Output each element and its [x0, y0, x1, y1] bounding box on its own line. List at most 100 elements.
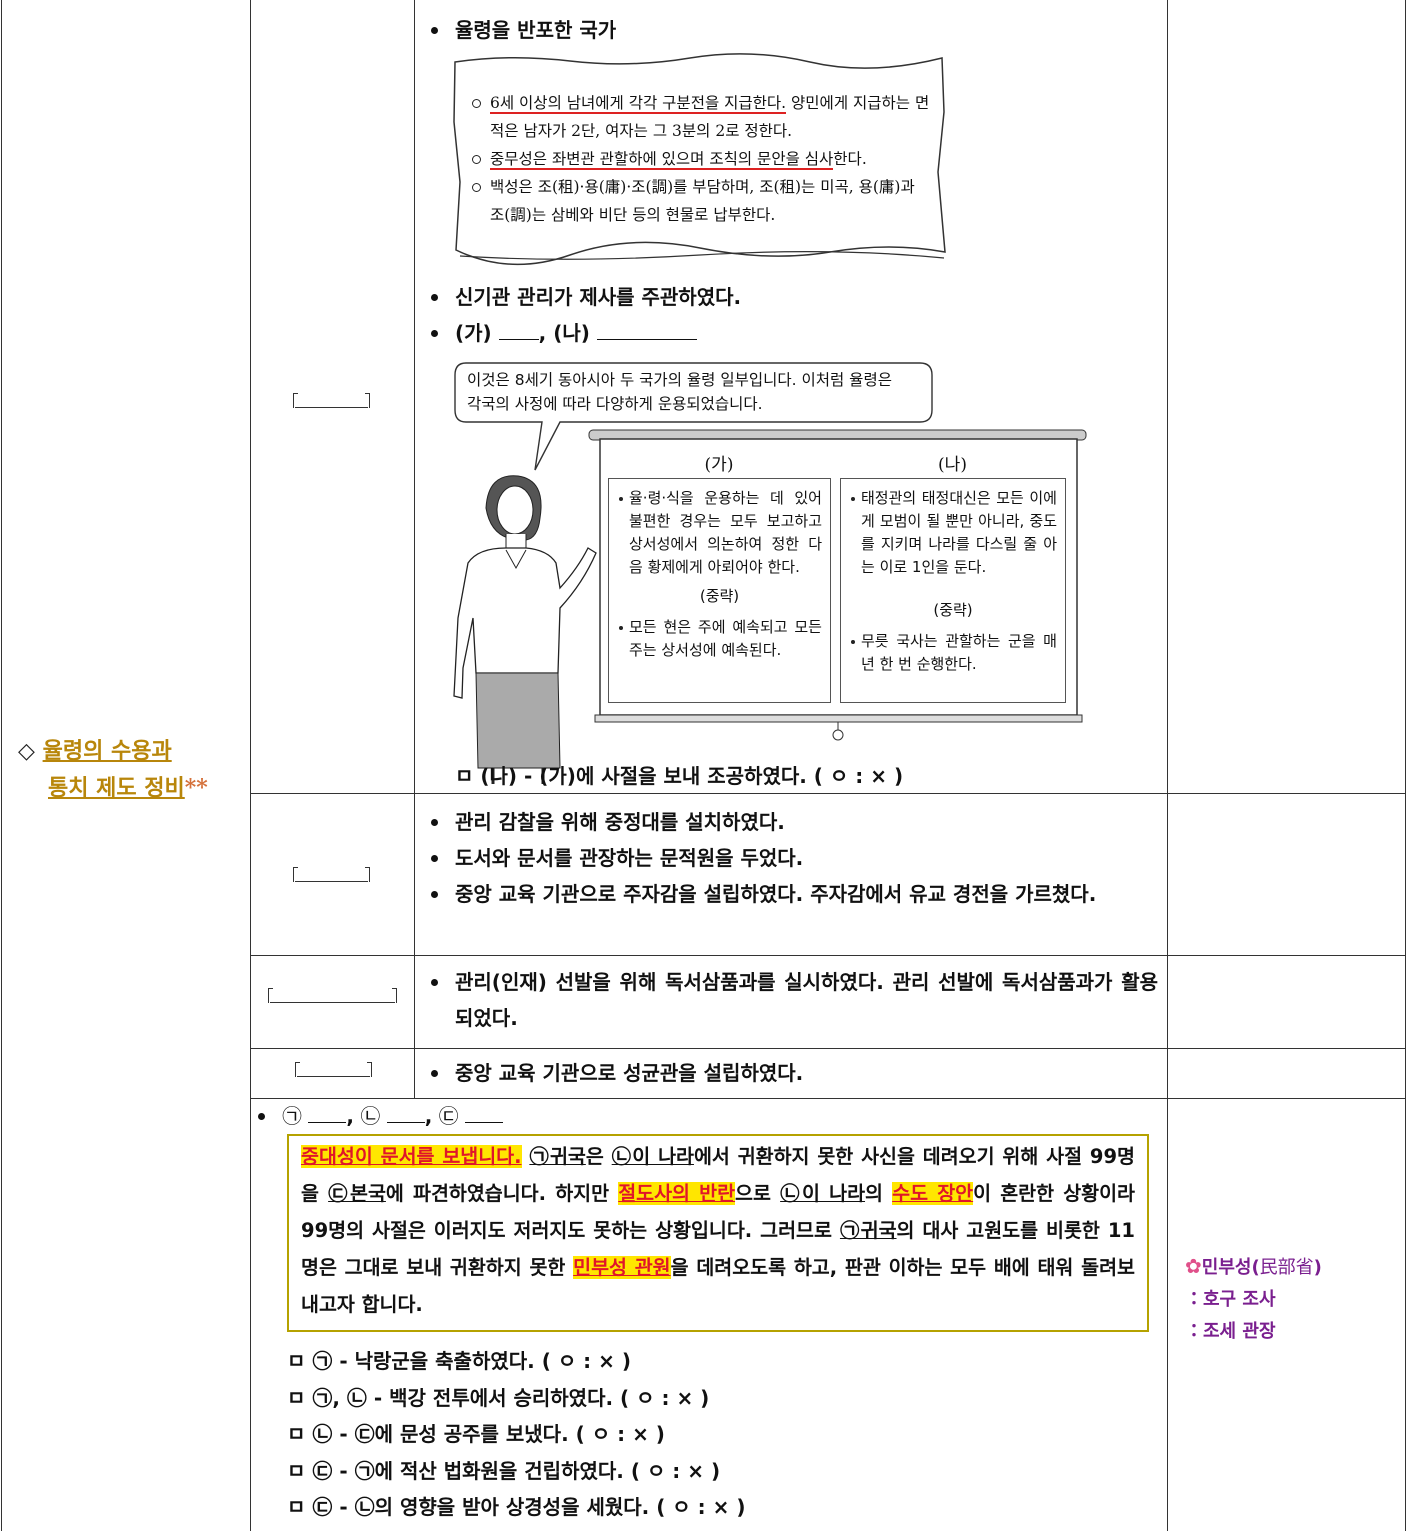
blank [386, 1108, 425, 1123]
board-item: 모든 현은 주에 예속되고 모든 주는 상서성에 예속된다. [617, 616, 822, 662]
torn-paper [453, 53, 946, 266]
mark: ㉡ [360, 1104, 381, 1128]
border [1, 0, 2, 1531]
letter-segment: ㉠귀국 [839, 1219, 897, 1242]
bullet-row: 중앙 교육 기관으로 성균관을 설립하였다. [430, 1055, 1158, 1091]
segment: 백성은 조(租)·용(庸)·조(調)를 부담하며, 조(租)는 미곡, 용(庸)… [490, 178, 915, 224]
board-heading: (가) [704, 455, 734, 475]
check-item: ㅁ ㉢ - ㉡의 영향을 받아 상경성을 세웠다. ( ㅇ : × ) [287, 1495, 746, 1519]
letter-segment: ㉠귀국 [529, 1145, 586, 1168]
title-line: 통치 제도 정비 [48, 775, 185, 801]
bullet-row: 관리 감찰을 위해 중정대를 설치하였다. [430, 804, 1158, 840]
bullet [431, 819, 438, 826]
board-heading: (나) [938, 455, 967, 475]
letter-segment: 의 [865, 1182, 893, 1205]
bullet-text: 중앙 교육 기관으로 주자감을 설립하였다. 주자감에서 유교 경전을 가르쳤다… [455, 882, 1097, 906]
label: (나) [553, 321, 590, 345]
note: ✿민부성(民部省) ：호구 조사 ：조세 관장 [1185, 1250, 1322, 1348]
bullet [431, 330, 438, 337]
board-item: 율·령·식을 운용하는 데 있어 불편한 경우는 모두 보고하고 상서성에서 의… [617, 487, 822, 579]
segment: 중무성은 좌변관 관할하에 있으며 조칙의 문안을 심사 [490, 150, 834, 170]
letter-segment: 으로 [735, 1182, 781, 1205]
letter-segment: 은 [585, 1145, 612, 1168]
bullet-text: 관리 감찰을 위해 중정대를 설치하였다. [455, 810, 785, 834]
document-item: 백성은 조(租)·용(庸)·조(調)를 부담하며, 조(租)는 미곡, 용(庸)… [470, 173, 930, 229]
letter-segment: 을 데려오도록 하고, 판관 이하는 모두 배에 태워 돌려보내고자 합니다. [301, 1256, 1135, 1316]
letter-segment: ㉡이 나라 [611, 1145, 694, 1168]
board-panel: 율·령·식을 운용하는 데 있어 불편한 경우는 모두 보고하고 상서성에서 의… [608, 478, 831, 703]
check-item: ㅁ ㉢ - ㉠에 적산 법화원을 건립하였다. ( ㅇ : × ) [287, 1458, 721, 1483]
section-title: ◇ 율령의 수용과 통치 제도 정비** [18, 733, 208, 806]
answer-blank [293, 867, 370, 882]
check-item: ㅁ ㉠, ㉡ - 백강 전투에서 승리하였다. ( ㅇ : × ) [287, 1385, 710, 1410]
border [250, 1098, 1406, 1099]
bullet-text: 관리(인재) 선발을 위해 독서삼품과를 실시하였다. 관리 선발에 독서삼품과… [455, 970, 1158, 1030]
bullet [431, 27, 438, 34]
letter: 중대성이 문서를 보냅니다. ㉠귀국은 ㉡이 나라에서 귀환하지 못한 사신을 … [287, 1134, 1149, 1332]
marker: ◇ [18, 739, 35, 764]
blank [498, 325, 539, 340]
bullet [258, 1113, 265, 1120]
bullet [431, 294, 438, 301]
answer-blank [293, 393, 370, 408]
check-list: ㅁ ㉠ - 낙랑군을 축출하였다. ( ㅇ : × ) ㅁ ㉠, ㉡ - 백강 전… [287, 1343, 746, 1526]
bullet-list: 중앙 교육 기관으로 성균관을 설립하였다. [430, 1055, 1158, 1091]
board-item: 태정관의 태정대신은 모든 이에게 모범이 될 뿐만 아니라, 중도를 지키며 … [849, 487, 1057, 579]
blank-line: ㉠ , ㉡ , ㉢ [282, 1098, 504, 1134]
segment: 6세 이상의 남녀에게 각각 구분전을 지급한다. [490, 94, 787, 114]
blank [308, 1108, 347, 1123]
letter-segment: 민부성 관원 [573, 1256, 671, 1279]
border [1167, 0, 1168, 1531]
letter-segment: ㉡이 나라 [780, 1182, 866, 1205]
omit: (중략) [699, 587, 740, 605]
check-item: ㅁ (나) - (가)에 사절을 보내 조공하였다. ( ㅇ : × ) [455, 764, 904, 788]
label: (가) [455, 321, 492, 345]
bullet [431, 1070, 438, 1077]
note-hanja: 民部省 [1259, 1257, 1314, 1278]
document-item: 6세 이상의 남녀에게 각각 구분전을 지급한다. 양민에게 지급하는 면적은 … [470, 89, 930, 145]
title-line: 율령의 수용과 [42, 738, 172, 764]
border [414, 0, 415, 1098]
letter-segment: 이 혼란한 상황이라 99명의 사절은 이러지도 저러지도 못하는 상황입니다.… [301, 1182, 1135, 1242]
note-title: ) [1313, 1257, 1322, 1278]
bullet-row: 중앙 교육 기관으로 주자감을 설립하였다. 주자감에서 유교 경전을 가르쳤다… [430, 876, 1158, 912]
border [250, 0, 251, 1531]
speech-line: 각국의 사정에 따라 다양하게 운용되었습니다. [467, 395, 763, 413]
mark: ㉢ [438, 1104, 459, 1128]
check-item: ㅁ ㉡ - ㉢에 문성 공주를 보냈다. ( ㅇ : × ) [287, 1422, 665, 1446]
speech: 이것은 8세기 동아시아 두 국가의 율령 일부입니다. 이처럼 율령은 각국의… [467, 368, 892, 416]
check-item: ㅁ ㉠ - 낙랑군을 축출하였다. ( ㅇ : × ) [287, 1349, 632, 1373]
note-line: ：호구 조사 [1185, 1289, 1276, 1310]
border [1405, 0, 1406, 1531]
note-line: ：조세 관장 [1185, 1321, 1276, 1342]
answer-blank [268, 988, 397, 1003]
blank [596, 325, 697, 340]
omit: (중략) [933, 601, 973, 619]
comma: , [538, 321, 547, 345]
segment: 양민에게 지급하는 면적은 남자가 2단, 여자는 그 3분의 2로 정한다. [490, 94, 930, 140]
segment: 한다. [833, 150, 867, 168]
flower: ✿ [1185, 1254, 1202, 1278]
letter-segment: 에서 귀환하지 못한 사신을 데려오기 위해 사절 99명을 [301, 1145, 1135, 1205]
mark: ㉠ [282, 1104, 302, 1128]
letter-segment: 에 파견하였습니다. 하지만 [385, 1182, 619, 1205]
bullet-row: 도서와 문서를 관장하는 문적원을 두었다. [430, 840, 1158, 876]
border [250, 793, 1406, 794]
letter-segment: 수도 장안 [892, 1182, 974, 1205]
board-item: 무릇 국사는 관할하는 군을 매년 한 번 순행한다. [849, 630, 1057, 676]
document-item: 중무성은 좌변관 관할하에 있으며 조칙의 문안을 심사한다. [470, 145, 930, 173]
letter-segment: ㉢본국 [328, 1182, 386, 1205]
bullet [431, 855, 438, 862]
bullet-list: 관리 감찰을 위해 중정대를 설치하였다. 도서와 문서를 관장하는 문적원을 두… [430, 804, 1158, 912]
board [588, 429, 1087, 741]
letter-segment: 중대성이 문서를 보냅니다. [301, 1145, 522, 1168]
blank-line: (가) , (나) [455, 315, 697, 351]
letter-segment: 절도사의 반란 [618, 1182, 736, 1205]
answer-blank [295, 1062, 372, 1077]
bullet [431, 979, 438, 986]
stars: ** [184, 775, 208, 801]
comma: , [424, 1104, 433, 1128]
